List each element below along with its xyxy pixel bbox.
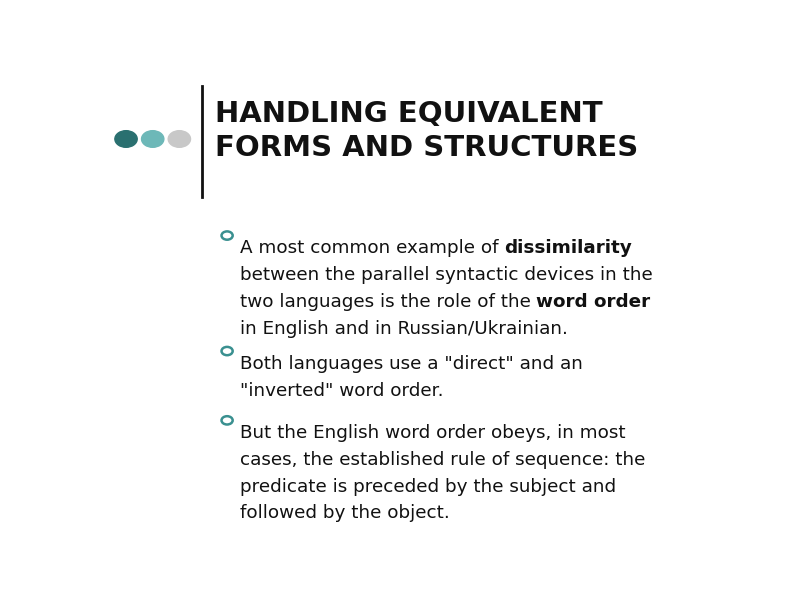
Circle shape — [168, 131, 190, 148]
Text: dissimilarity: dissimilarity — [504, 239, 632, 257]
Text: between the parallel syntactic devices in the: between the parallel syntactic devices i… — [239, 266, 652, 284]
Text: cases, the established rule of sequence: the: cases, the established rule of sequence:… — [239, 451, 645, 469]
Text: two languages is the role of the: two languages is the role of the — [239, 293, 536, 311]
Text: "inverted" word order.: "inverted" word order. — [239, 382, 443, 400]
Text: HANDLING EQUIVALENT: HANDLING EQUIVALENT — [214, 100, 602, 128]
Text: predicate is preceded by the subject and: predicate is preceded by the subject and — [239, 478, 616, 496]
Circle shape — [115, 131, 138, 148]
Text: word order: word order — [536, 293, 650, 311]
Text: in English and in Russian/Ukrainian.: in English and in Russian/Ukrainian. — [239, 320, 567, 338]
Text: followed by the object.: followed by the object. — [239, 505, 450, 523]
Text: FORMS AND STRUCTURES: FORMS AND STRUCTURES — [214, 134, 638, 162]
Text: But the English word order obeys, in most: But the English word order obeys, in mos… — [239, 424, 625, 442]
Text: Both languages use a "direct" and an: Both languages use a "direct" and an — [239, 355, 582, 373]
Circle shape — [142, 131, 164, 148]
Text: A most common example of: A most common example of — [239, 239, 504, 257]
